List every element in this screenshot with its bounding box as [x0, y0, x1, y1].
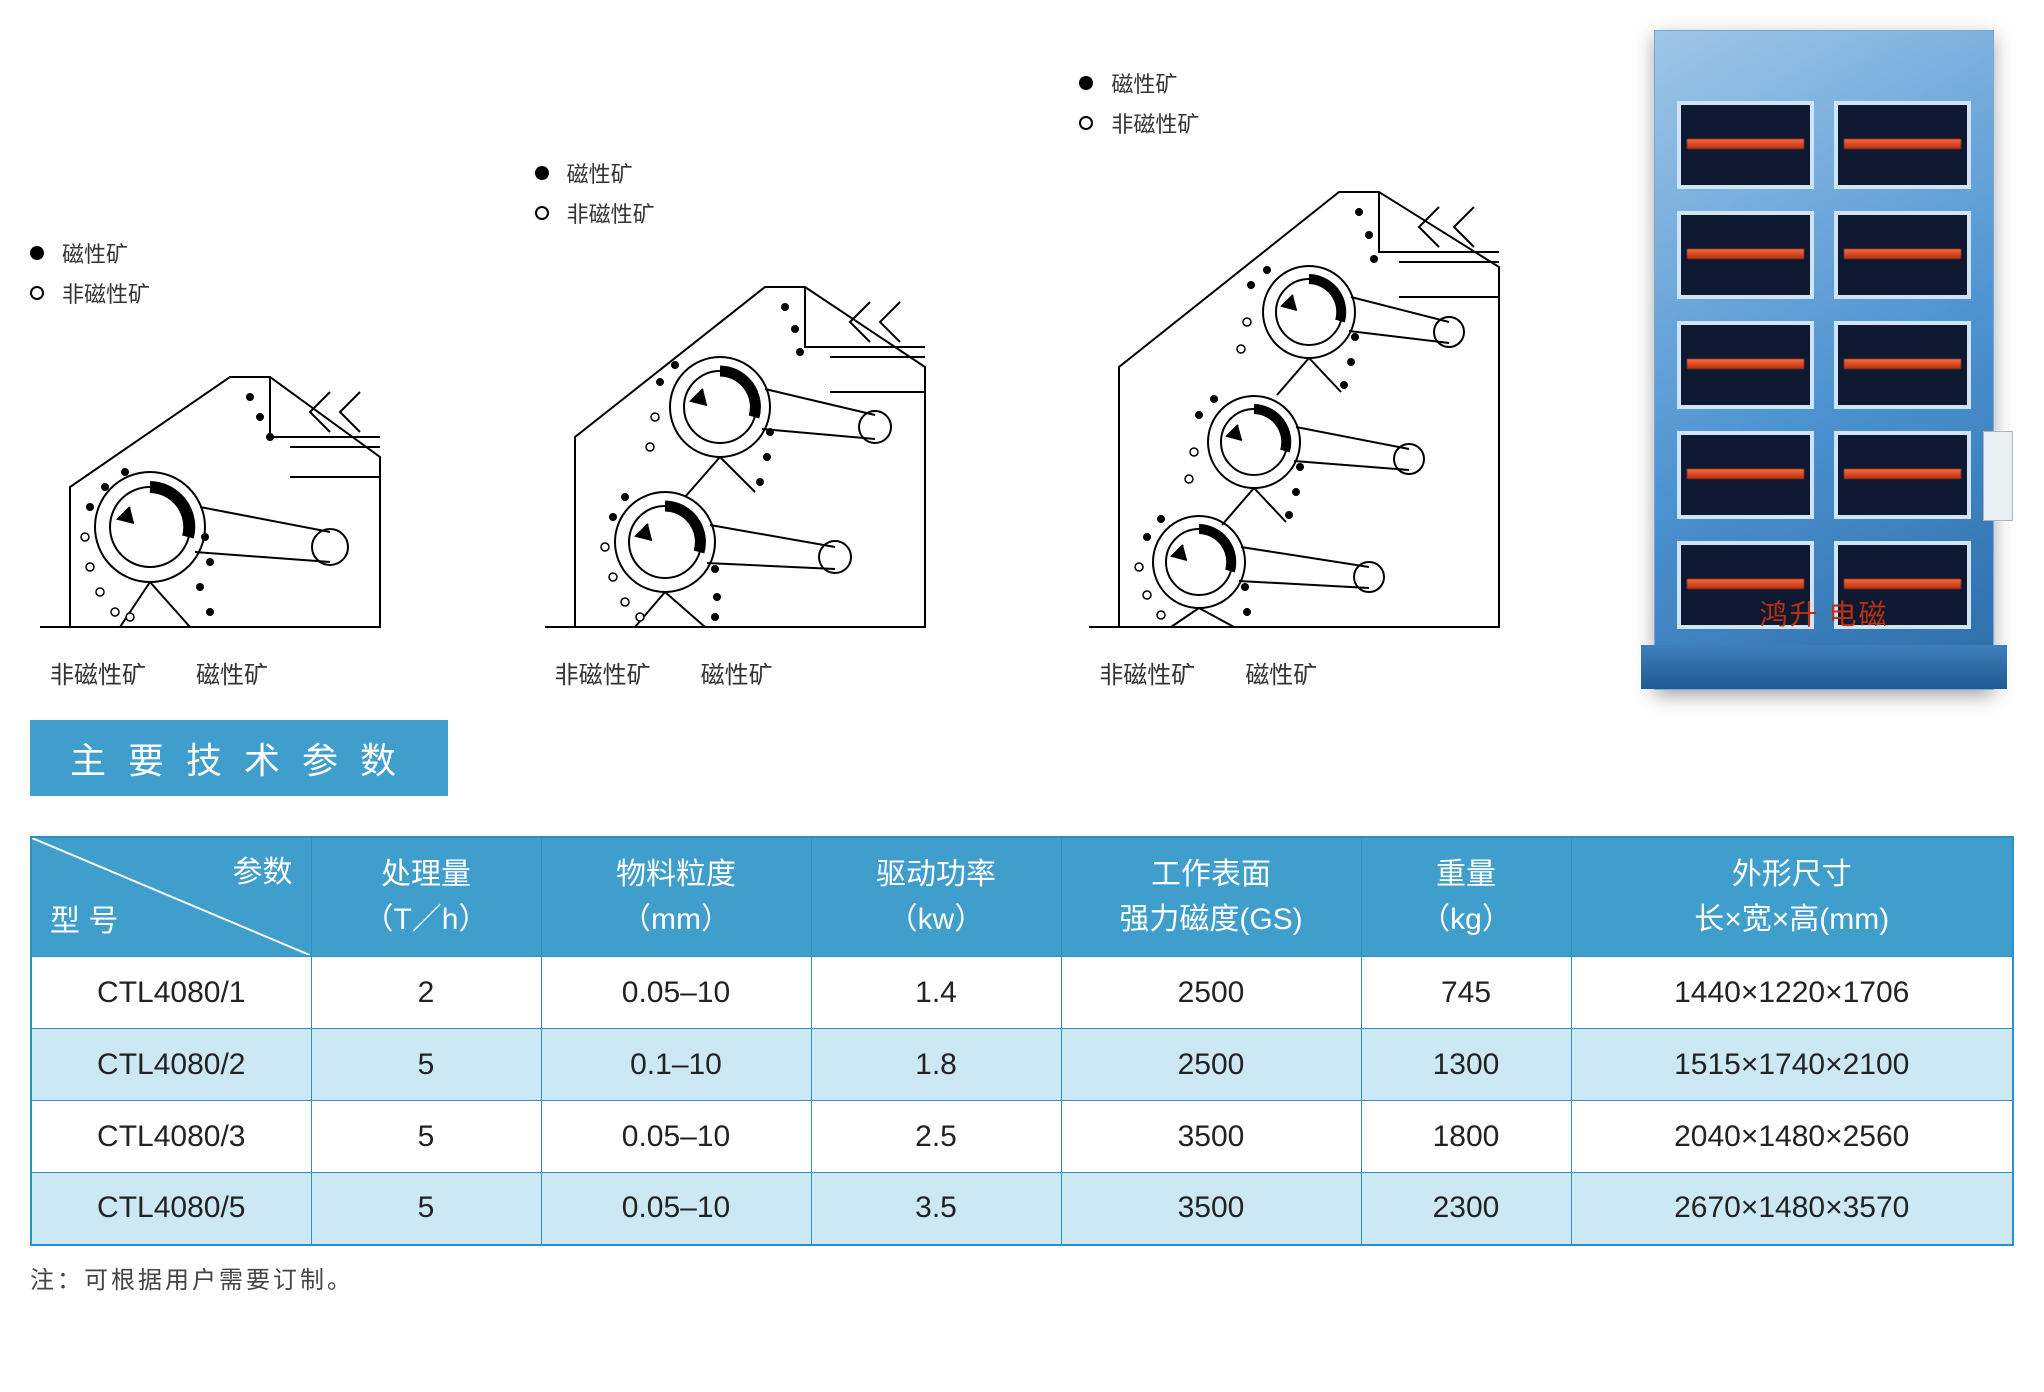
legend-label-nonmagnetic: 非磁性矿 — [567, 197, 655, 229]
machine-window — [1834, 321, 1971, 409]
table-header-row: 参数 型 号 处理量（T／h） 物料粒度（mm） 驱动功率（kw） 工作表面强力… — [31, 837, 2013, 957]
diagram-output-labels-1: 非磁性矿 磁性矿 — [30, 655, 390, 690]
cell-model: CTL4080/5 — [31, 1173, 311, 1245]
cell-power: 1.8 — [811, 1029, 1061, 1101]
params-table: 参数 型 号 处理量（T／h） 物料粒度（mm） 驱动功率（kw） 工作表面强力… — [30, 836, 2014, 1246]
cell-particle: 0.05–10 — [541, 957, 811, 1029]
legend-label-nonmagnetic: 非磁性矿 — [1111, 107, 1199, 139]
machine-logo-text: 鸿升 电磁 — [1655, 593, 1993, 633]
diagram-output-labels-3: 非磁性矿 磁性矿 — [1079, 655, 1509, 690]
cell-dim: 2040×1480×2560 — [1571, 1101, 2013, 1173]
legend-dot-hollow — [535, 206, 549, 220]
cell-power: 2.5 — [811, 1101, 1061, 1173]
legend-label-magnetic: 磁性矿 — [62, 237, 128, 269]
schematic-3-roller — [1079, 167, 1509, 637]
machine-window — [1677, 431, 1814, 519]
cell-power: 3.5 — [811, 1173, 1061, 1245]
machine-window — [1677, 211, 1814, 299]
cell-capacity: 5 — [311, 1101, 541, 1173]
cell-power: 1.4 — [811, 957, 1061, 1029]
schematic-2-roller — [535, 257, 935, 637]
footnote: 注：可根据用户需要订制。 — [30, 1260, 2014, 1295]
legend-dot-solid — [1079, 76, 1093, 90]
col-header-particle: 物料粒度（mm） — [541, 837, 811, 957]
cell-dim: 1440×1220×1706 — [1571, 957, 2013, 1029]
legend-1: 磁性矿 非磁性矿 — [30, 237, 390, 317]
cell-weight: 1800 — [1361, 1101, 1571, 1173]
diagram-block-3: 磁性矿 非磁性矿 — [1079, 67, 1509, 690]
cell-magnet: 2500 — [1061, 957, 1361, 1029]
table-row: CTL4080/5 5 0.05–10 3.5 3500 2300 2670×1… — [31, 1173, 2013, 1245]
legend-label-nonmagnetic: 非磁性矿 — [62, 277, 150, 309]
legend-dot-hollow — [30, 286, 44, 300]
machine-window — [1677, 321, 1814, 409]
legend-label-magnetic: 磁性矿 — [1111, 67, 1177, 99]
cell-magnet: 2500 — [1061, 1029, 1361, 1101]
cell-capacity: 5 — [311, 1173, 541, 1245]
cell-dim: 1515×1740×2100 — [1571, 1029, 2013, 1101]
schematic-1-roller — [30, 337, 390, 637]
label-magnetic-out: 磁性矿 — [1245, 655, 1317, 690]
label-nonmagnetic-out: 非磁性矿 — [50, 655, 146, 690]
cell-capacity: 5 — [311, 1029, 541, 1101]
table-row: CTL4080/1 2 0.05–10 1.4 2500 745 1440×12… — [31, 957, 2013, 1029]
col-header-capacity: 处理量（T／h） — [311, 837, 541, 957]
machine-control-panel — [1983, 431, 2013, 521]
label-nonmagnetic-out: 非磁性矿 — [555, 655, 651, 690]
table-row: CTL4080/3 5 0.05–10 2.5 3500 1800 2040×1… — [31, 1101, 2013, 1173]
cell-weight: 745 — [1361, 957, 1571, 1029]
cell-dim: 2670×1480×3570 — [1571, 1173, 2013, 1245]
cell-particle: 0.1–10 — [541, 1029, 811, 1101]
header-param-label: 参数 — [233, 850, 293, 895]
cell-weight: 1300 — [1361, 1029, 1571, 1101]
label-nonmagnetic-out: 非磁性矿 — [1099, 655, 1195, 690]
col-header-weight: 重量（kg） — [1361, 837, 1571, 957]
legend-dot-solid — [535, 166, 549, 180]
diagram-block-2: 磁性矿 非磁性矿 — [535, 157, 935, 690]
cell-capacity: 2 — [311, 957, 541, 1029]
machine-base — [1641, 645, 2007, 689]
cell-magnet: 3500 — [1061, 1101, 1361, 1173]
cell-weight: 2300 — [1361, 1173, 1571, 1245]
header-model-label: 型 号 — [50, 899, 118, 944]
col-header-magnet: 工作表面强力磁度(GS) — [1061, 837, 1361, 957]
legend-2: 磁性矿 非磁性矿 — [535, 157, 935, 237]
diagram-row: 磁性矿 非磁性矿 — [30, 20, 2014, 700]
machine-window — [1677, 101, 1814, 189]
cell-model: CTL4080/1 — [31, 957, 311, 1029]
machine-window — [1834, 101, 1971, 189]
machine-window — [1834, 211, 1971, 299]
diagram-output-labels-2: 非磁性矿 磁性矿 — [535, 655, 935, 690]
label-magnetic-out: 磁性矿 — [701, 655, 773, 690]
cell-particle: 0.05–10 — [541, 1173, 811, 1245]
legend-dot-solid — [30, 246, 44, 260]
machine-window — [1834, 431, 1971, 519]
cell-particle: 0.05–10 — [541, 1101, 811, 1173]
legend-3: 磁性矿 非磁性矿 — [1079, 67, 1509, 147]
machine-photo: 鸿升 电磁 — [1654, 30, 1994, 690]
legend-label-magnetic: 磁性矿 — [567, 157, 633, 189]
table-row: CTL4080/2 5 0.1–10 1.8 2500 1300 1515×17… — [31, 1029, 2013, 1101]
diagram-block-1: 磁性矿 非磁性矿 — [30, 237, 390, 690]
legend-dot-hollow — [1079, 116, 1093, 130]
label-magnetic-out: 磁性矿 — [196, 655, 268, 690]
cell-magnet: 3500 — [1061, 1173, 1361, 1245]
col-header-power: 驱动功率（kw） — [811, 837, 1061, 957]
cell-model: CTL4080/3 — [31, 1101, 311, 1173]
cell-model: CTL4080/2 — [31, 1029, 311, 1101]
col-header-dimensions: 外形尺寸长×宽×高(mm) — [1571, 837, 2013, 957]
table-corner-cell: 参数 型 号 — [31, 837, 311, 957]
section-title: 主要技术参数 — [30, 720, 448, 796]
